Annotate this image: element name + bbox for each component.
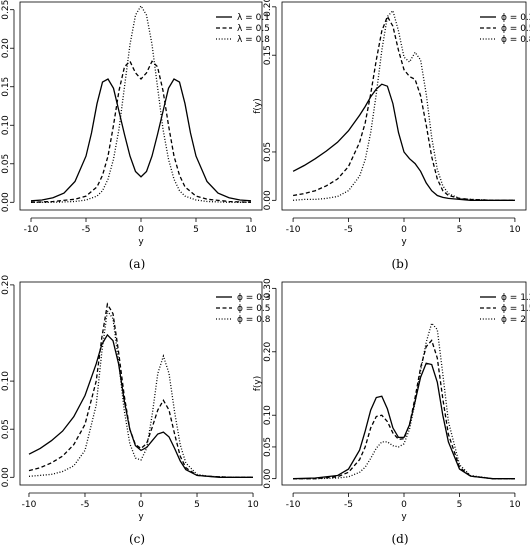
panel-a: -10 -5 0 5 10 y 0.00 0.05 0.10 0.15 0.20 0.25 f(y) λ … [0, 0, 270, 271]
y-tick-label: 0.05 [1, 419, 11, 439]
series-line-1 [28, 333, 253, 478]
series-line-3 [28, 309, 253, 478]
legend-label-1: ϕ = 0.2 [501, 13, 530, 23]
x-tick-label: 5 [194, 500, 200, 510]
panel-caption: (d) [391, 532, 408, 546]
x-axis-title: y [401, 237, 407, 247]
x-tick-label: -5 [82, 225, 91, 235]
plot-frame [281, 281, 527, 486]
panel-caption: (c) [129, 532, 145, 546]
panel-d: -10 -5 0 5 10 y 0.00 0.05 0.10 0.20 0.30 f(y) ϕ = 1.… [253, 278, 530, 546]
x-tick-label: 10 [247, 500, 259, 510]
y-tick-label: 0.15 [1, 77, 11, 97]
x-tick-label: 5 [457, 225, 463, 235]
y-tick-label: 0.10 [1, 371, 11, 391]
legend-label-3: λ = 0.8 [237, 35, 270, 45]
legend-label-2: ϕ = 0.5 [237, 304, 271, 314]
series-line-3 [293, 321, 515, 480]
y-tick-label: 0.20 [1, 275, 11, 295]
x-tick-label: -10 [286, 225, 301, 235]
y-tick-label: 0.00 [1, 467, 11, 487]
y-axis-title: f(y) [0, 98, 1, 114]
y-tick-label: 0.00 [263, 190, 273, 210]
x-tick-label: 10 [509, 500, 521, 510]
x-tick-label: -5 [344, 500, 353, 510]
x-tick-label: -10 [22, 500, 37, 510]
y-tick-label: 0.25 [1, 0, 11, 20]
series-line-3 [293, 9, 515, 201]
series-line-2 [293, 339, 515, 480]
legend-label-2: ϕ = 0.5 [501, 24, 530, 34]
y-tick-label: 0.15 [263, 45, 273, 65]
y-tick-label: 0.00 [263, 468, 273, 488]
legend-label-3: ϕ = 0.8 [237, 315, 271, 325]
series-line-1 [30, 78, 252, 202]
y-axis-title: f(y) [253, 98, 263, 114]
x-tick-label: 0 [401, 500, 407, 510]
series-line-1 [292, 83, 515, 201]
legend-label-2: λ = 0.5 [237, 24, 270, 34]
x-tick-label: -5 [344, 225, 353, 235]
y-tick-label: 0.05 [263, 437, 273, 457]
series-line-2 [292, 14, 515, 201]
y-tick-label: 0.10 [263, 405, 273, 425]
y-tick-label: 0.30 [263, 278, 273, 298]
y-tick-label: 0.05 [263, 142, 273, 162]
x-tick-label: 0 [401, 225, 407, 235]
x-axis-title: y [401, 512, 407, 522]
x-tick-label: -10 [286, 500, 301, 510]
y-tick-label: 0.10 [1, 115, 11, 135]
y-tick-label: 0.20 [1, 38, 11, 58]
legend-label-2: ϕ = 1.5 [501, 304, 530, 314]
series-line-2 [28, 302, 253, 478]
series-line-1 [293, 362, 515, 480]
legend-label-1: λ = 0.1 [237, 13, 270, 23]
x-tick-label: 10 [509, 225, 521, 235]
x-tick-label: 5 [457, 500, 463, 510]
legend-label-1: ϕ = 1.2 [501, 293, 530, 303]
y-tick-label: 0.20 [263, 341, 273, 361]
x-axis-title: y [138, 512, 144, 522]
series-line-2 [30, 60, 252, 203]
x-tick-label: -5 [80, 500, 89, 510]
plot-frame [19, 1, 263, 211]
x-tick-label: 0 [138, 225, 144, 235]
y-axis-title: f(y) [0, 376, 1, 392]
panel-caption: (a) [129, 257, 146, 271]
y-tick-label: 0.05 [1, 154, 11, 174]
series-line-3 [31, 4, 251, 203]
x-tick-label: 0 [138, 500, 144, 510]
y-tick-label: 0.20 [263, 0, 273, 17]
x-tick-label: 5 [193, 225, 199, 235]
legend-label-3: ϕ = 0.8 [501, 35, 530, 45]
plot-frame [281, 1, 527, 211]
x-tick-label: 10 [245, 225, 257, 235]
plot-frame [19, 281, 263, 486]
y-tick-label: 0.00 [1, 192, 11, 212]
legend-label-3: ϕ = 2 [501, 315, 526, 325]
panel-caption: (b) [391, 257, 408, 271]
y-axis-title: f(y) [253, 376, 263, 392]
x-tick-label: -10 [24, 225, 39, 235]
x-axis-title: y [138, 237, 144, 247]
legend-label-1: ϕ = 0.3 [237, 293, 271, 303]
